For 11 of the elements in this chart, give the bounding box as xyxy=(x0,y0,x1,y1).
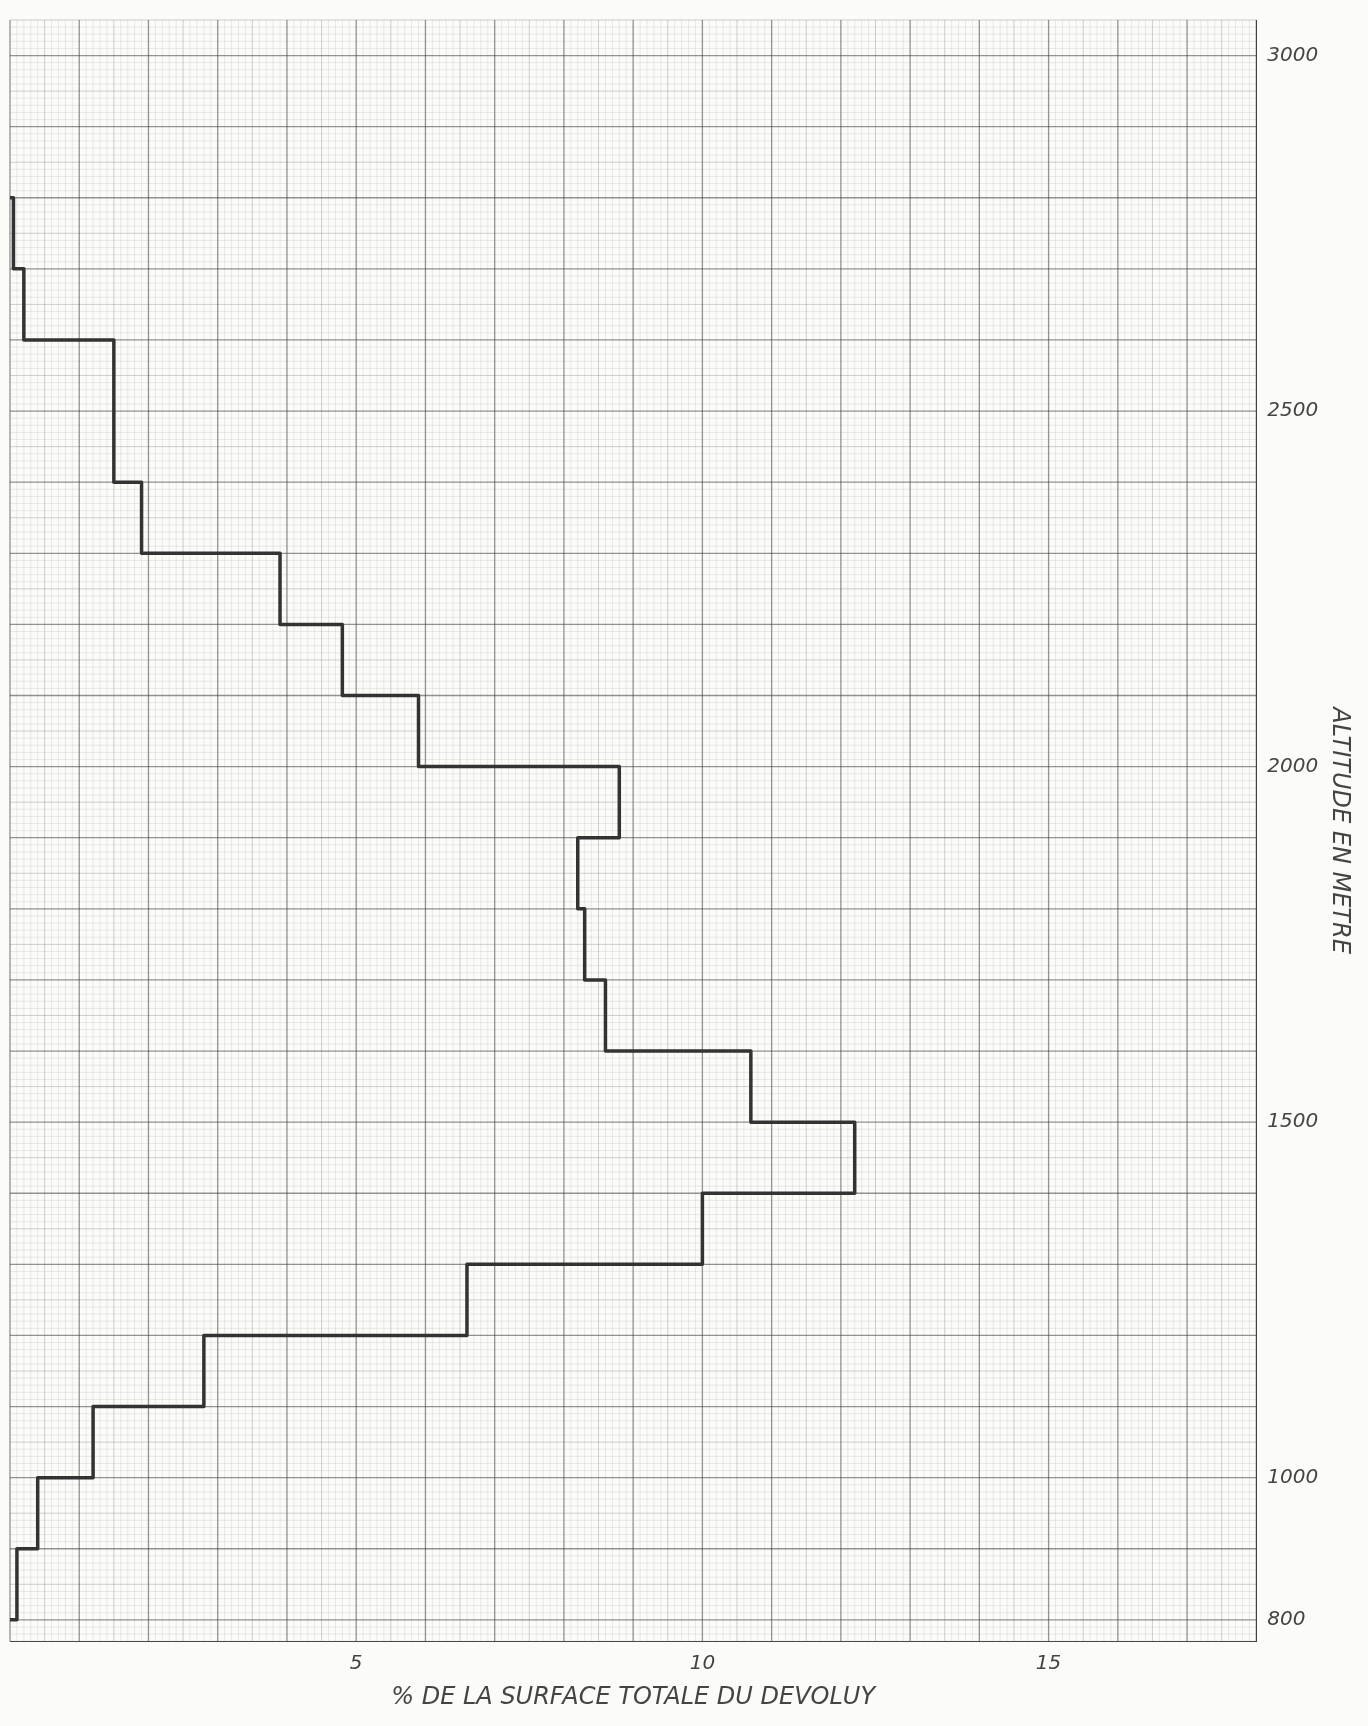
y-tick-label: 3000 xyxy=(1267,41,1319,66)
x-axis-title: % DE LA SURFACE TOTALE DU DEVOLUY xyxy=(391,1681,878,1710)
x-tick-label: 15 xyxy=(1035,1650,1062,1675)
y-tick-label: 2000 xyxy=(1267,752,1319,777)
x-tick-label: 5 xyxy=(349,1650,363,1675)
y-axis-title: ALTITUDE EN METRE xyxy=(1327,705,1356,955)
y-tick-label: 1000 xyxy=(1267,1463,1319,1488)
y-tick-label: 2500 xyxy=(1267,397,1319,422)
x-tick-label: 10 xyxy=(689,1650,716,1675)
y-tick-label: 800 xyxy=(1267,1606,1306,1631)
y-tick-label: 1500 xyxy=(1267,1108,1319,1133)
